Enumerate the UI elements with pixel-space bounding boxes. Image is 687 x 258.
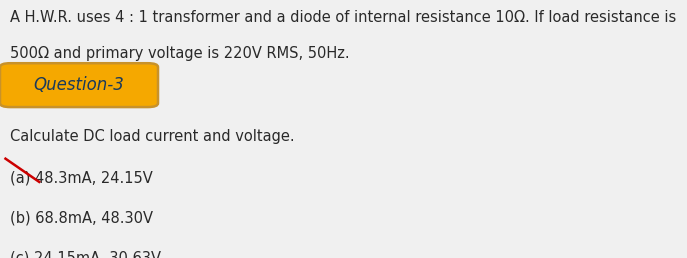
Text: Calculate DC load current and voltage.: Calculate DC load current and voltage. bbox=[10, 129, 295, 144]
Text: (c) 24.15mA, 30.63V: (c) 24.15mA, 30.63V bbox=[10, 250, 161, 258]
FancyBboxPatch shape bbox=[0, 63, 158, 107]
Text: (a) 48.3mA, 24.15V: (a) 48.3mA, 24.15V bbox=[10, 170, 153, 185]
Text: A H.W.R. uses 4 : 1 transformer and a diode of internal resistance 10Ω. If load : A H.W.R. uses 4 : 1 transformer and a di… bbox=[10, 10, 677, 25]
Text: 500Ω and primary voltage is 220V RMS, 50Hz.: 500Ω and primary voltage is 220V RMS, 50… bbox=[10, 46, 350, 61]
Text: (b) 68.8mA, 48.30V: (b) 68.8mA, 48.30V bbox=[10, 210, 153, 225]
Text: Question-3: Question-3 bbox=[34, 76, 124, 94]
